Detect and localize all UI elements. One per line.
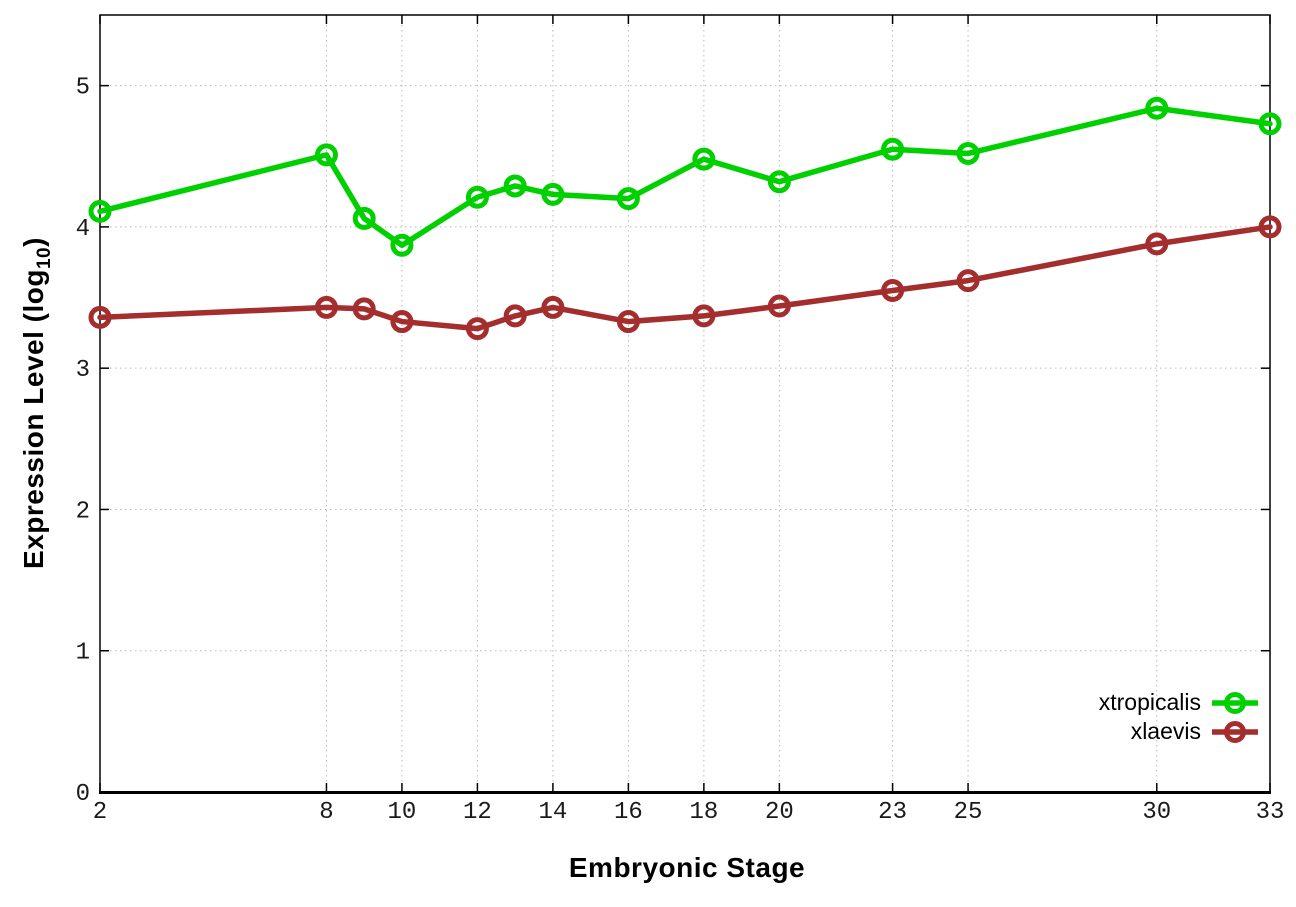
- data-point-xlaevis-stage-20: [767, 294, 791, 318]
- series-xlaevis: [88, 215, 1282, 341]
- y-tick-label: 3: [76, 357, 90, 384]
- data-point-xtropicalis-stage-23: [881, 137, 905, 161]
- legend-marker-xlaevis-icon: [1212, 720, 1258, 743]
- grid-lines: [100, 15, 1270, 792]
- data-point-xtropicalis-stage-9: [352, 206, 376, 230]
- data-point-xlaevis-stage-8: [314, 295, 338, 319]
- y-tick-label: 5: [76, 75, 90, 102]
- x-tick-label: 33: [1256, 799, 1285, 826]
- x-tick-label: 10: [388, 799, 417, 826]
- x-tick-label: 16: [614, 799, 643, 826]
- x-tick-label: 25: [954, 799, 983, 826]
- y-axis-title: Expression Level (log10): [18, 237, 56, 569]
- data-point-xlaevis-stage-2: [88, 305, 112, 329]
- legend-entry-xtropicalis: xtropicalis: [1099, 688, 1258, 717]
- data-point-xlaevis-stage-10: [390, 310, 414, 334]
- data-point-xlaevis-stage-25: [956, 269, 980, 293]
- data-point-xlaevis-stage-18: [692, 304, 716, 328]
- plot-border: [99, 14, 1271, 793]
- x-tick-label: 30: [1142, 799, 1171, 826]
- data-point-xtropicalis-stage-33: [1258, 112, 1282, 136]
- y-tick-label: 0: [76, 781, 90, 808]
- x-tick-label: 8: [319, 799, 333, 826]
- data-point-xtropicalis-stage-14: [541, 182, 565, 206]
- series-xtropicalis-line: [97, 105, 1273, 249]
- data-point-xtropicalis-stage-10: [390, 233, 414, 257]
- data-point-xlaevis-stage-13: [503, 304, 527, 328]
- data-point-xlaevis-stage-12: [465, 317, 489, 341]
- y-tick-label: 4: [76, 216, 90, 243]
- x-tick-label: 20: [765, 799, 794, 826]
- data-point-xlaevis-stage-14: [541, 295, 565, 319]
- x-tick-label: 2: [93, 799, 107, 826]
- x-tick-label: 14: [538, 799, 567, 826]
- data-point-xtropicalis-stage-25: [956, 141, 980, 165]
- data-point-xtropicalis-stage-13: [503, 174, 527, 198]
- y-axis-title-suffix: ): [18, 237, 50, 247]
- data-point-xtropicalis-stage-18: [692, 147, 716, 171]
- x-tick-label: 23: [878, 799, 907, 826]
- data-point-xlaevis-stage-33: [1258, 215, 1282, 239]
- legend-marker-xtropicalis-icon: [1212, 691, 1258, 714]
- x-tick-label: 18: [689, 799, 718, 826]
- y-tick-label: 1: [76, 640, 90, 667]
- y-axis-title-subscript: 10: [33, 246, 55, 270]
- series-xtropicalis: [88, 96, 1282, 257]
- y-tick-label: 2: [76, 498, 90, 525]
- data-point-xtropicalis-stage-2: [88, 199, 112, 223]
- tick-marks: [99, 15, 1271, 793]
- data-point-xlaevis-stage-16: [616, 310, 640, 334]
- data-point-xtropicalis-stage-20: [767, 170, 791, 194]
- series-xlaevis-line: [97, 224, 1273, 332]
- data-point-xlaevis-stage-9: [352, 297, 376, 321]
- data-point-xlaevis-stage-30: [1145, 232, 1169, 256]
- x-axis-title: Embryonic Stage: [568, 852, 806, 883]
- legend-entry-xlaevis: xlaevis: [1131, 717, 1258, 746]
- legend-label-xlaevis: xlaevis: [1130, 718, 1201, 744]
- data-point-xlaevis-stage-23: [881, 278, 905, 302]
- x-tick-label: 12: [463, 799, 492, 826]
- legend-label-xtropicalis: xtropicalis: [1098, 689, 1201, 715]
- data-point-xtropicalis-stage-16: [616, 187, 640, 211]
- data-point-xtropicalis-stage-30: [1145, 96, 1169, 120]
- data-point-xtropicalis-stage-12: [465, 185, 489, 209]
- data-point-xtropicalis-stage-8: [314, 143, 338, 167]
- y-axis-title-text: Expression Level (log: [18, 269, 50, 569]
